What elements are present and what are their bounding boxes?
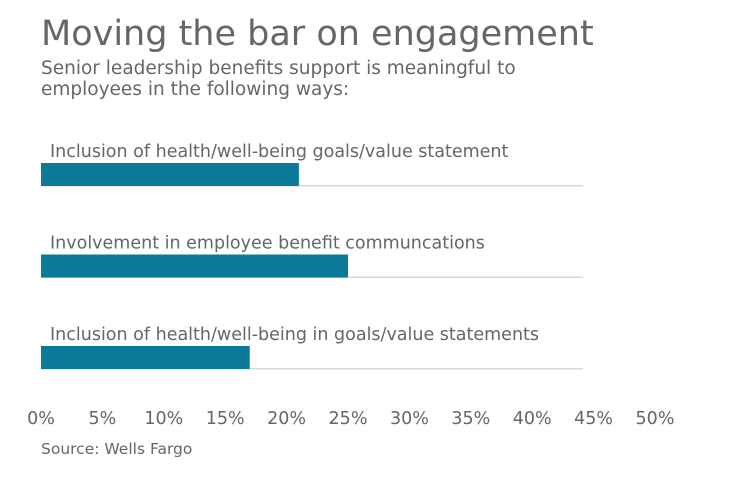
x-tick-label: 25% — [329, 409, 368, 429]
category-label: Inclusion of health/well-being goals/val… — [50, 142, 509, 162]
chart-title: Moving the bar on engagement — [41, 14, 594, 54]
x-tick-label: 40% — [513, 409, 552, 429]
bar — [41, 346, 250, 369]
x-tick-label: 35% — [451, 409, 490, 429]
bar-track — [41, 185, 583, 187]
category-label: Inclusion of health/well-being in goals/… — [50, 325, 539, 345]
x-tick-label: 0% — [27, 409, 55, 429]
x-tick-label: 10% — [144, 409, 183, 429]
x-tick-label: 45% — [574, 409, 613, 429]
chart-subtitle: Senior leadership benefits support is me… — [41, 58, 516, 100]
x-tick-label: 30% — [390, 409, 429, 429]
bar — [41, 163, 299, 186]
source-note: Source: Wells Fargo — [41, 440, 193, 458]
x-tick-label: 15% — [206, 409, 245, 429]
bar-track — [41, 368, 583, 370]
x-tick-label: 20% — [267, 409, 306, 429]
x-tick-label: 5% — [89, 409, 117, 429]
bar — [41, 254, 348, 278]
category-label: Involvement in employee benefit communca… — [50, 234, 485, 254]
x-tick-label: 50% — [636, 409, 675, 429]
